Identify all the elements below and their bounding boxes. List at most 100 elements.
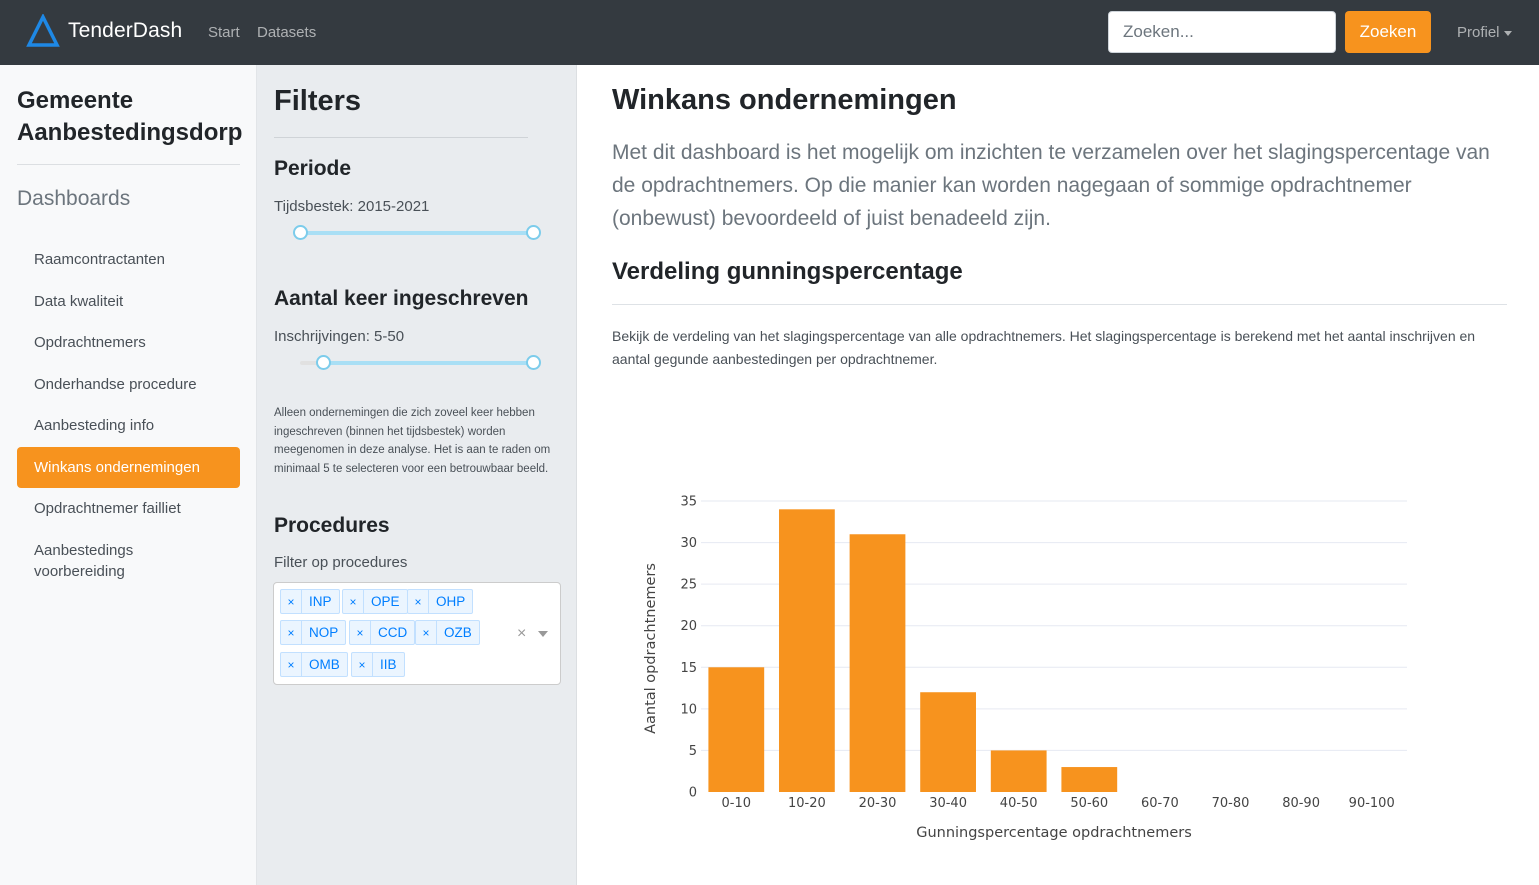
section-title: Verdeling gunningspercentage xyxy=(612,258,963,285)
tag-ozb: × OZB xyxy=(415,620,480,645)
tag-label: INP xyxy=(309,594,332,609)
x-tick-label: 70-80 xyxy=(1212,796,1250,811)
dashboard-nav: Raamcontractanten Data kwaliteit Opdrach… xyxy=(17,239,240,592)
y-tick-label: 0 xyxy=(689,786,697,801)
x-tick-label: 40-50 xyxy=(1000,796,1038,811)
tag-remove-icon[interactable]: × xyxy=(350,621,371,644)
tag-ccd: × CCD xyxy=(349,620,416,645)
sidebar-item-raamcontractanten[interactable]: Raamcontractanten xyxy=(34,251,165,268)
aantal-slider-max-handle[interactable] xyxy=(526,355,541,370)
tag-label: OHP xyxy=(436,594,466,609)
x-tick-label: 30-40 xyxy=(929,796,967,811)
y-tick-label: 25 xyxy=(680,578,697,593)
dashboards-heading: Dashboards xyxy=(17,187,131,210)
aantal-slider-min-handle[interactable] xyxy=(316,355,331,370)
histogram-chart: 0 5 10 15 20 25 30 35 0-10 10-20 20-30 30-40 40-50 50… xyxy=(643,495,1407,841)
bar xyxy=(920,692,976,792)
x-tick-label: 50-60 xyxy=(1070,796,1108,811)
search-button[interactable]: Zoeken xyxy=(1345,11,1431,53)
sidebar-item-winkans-ondernemingen[interactable]: Winkans ondernemingen xyxy=(17,446,240,488)
y-tick-label: 30 xyxy=(680,536,697,551)
nav-link-start[interactable]: Start xyxy=(208,24,240,41)
filters-panel: Filters Periode Tijdsbestek: 2015-2021 A… xyxy=(257,65,577,885)
y-tick-label: 15 xyxy=(680,661,697,676)
tag-remove-icon[interactable]: × xyxy=(352,653,373,676)
tag-omb: × OMB xyxy=(280,652,348,677)
periode-slider-track xyxy=(300,231,533,235)
aantal-title: Aantal keer ingeschreven xyxy=(274,287,529,310)
main-content: Winkans ondernemingen Met dit dashboard … xyxy=(577,65,1539,885)
x-axis-title: Gunningspercentage opdrachtnemers xyxy=(916,825,1192,841)
organization-title: Gemeente Aanbestedingsdorp xyxy=(17,87,243,146)
sidebar-item-aanbesteding-info[interactable]: Aanbesteding info xyxy=(34,417,155,434)
bar xyxy=(708,667,765,792)
tag-label: OPE xyxy=(371,594,400,609)
aantal-note: Alleen ondernemingen die zich zoveel kee… xyxy=(274,407,551,476)
tag-label: OMB xyxy=(309,657,340,672)
filters-title: Filters xyxy=(274,85,362,117)
periode-label: Tijdsbestek: 2015-2021 xyxy=(274,198,430,215)
sidebar: Gemeente Aanbestedingsdorp Dashboards Ra… xyxy=(0,65,257,885)
sidebar-item-opdrachtnemers[interactable]: Opdrachtnemers xyxy=(34,334,146,351)
sidebar-item-data-kwaliteit[interactable]: Data kwaliteit xyxy=(34,292,124,310)
dropdown-arrow-icon[interactable] xyxy=(538,631,548,637)
nav-link-datasets[interactable]: Datasets xyxy=(257,24,317,41)
periode-title: Periode xyxy=(274,157,352,180)
bar xyxy=(779,509,835,792)
periode-slider-min-handle[interactable] xyxy=(293,225,308,240)
x-tick-label: 20-30 xyxy=(859,796,897,811)
periode-slider-max-handle[interactable] xyxy=(526,225,541,240)
x-tick-label: 60-70 xyxy=(1141,796,1179,811)
aantal-slider-track xyxy=(323,361,533,365)
sidebar-item-opdrachtnemer-failliet[interactable]: Opdrachtnemer failliet xyxy=(34,500,181,517)
tag-remove-icon[interactable]: × xyxy=(408,590,429,613)
tag-label: IIB xyxy=(380,657,397,672)
triangle-logo-icon xyxy=(26,14,60,47)
caret-down-icon xyxy=(1503,30,1512,36)
search-input[interactable] xyxy=(1108,11,1336,53)
bar xyxy=(849,534,906,792)
tag-iib: × IIB xyxy=(351,652,405,677)
section-description: Bekijk de verdeling van het slagingsperc… xyxy=(612,328,1476,367)
aantal-label: Inschrijvingen: 5-50 xyxy=(274,328,405,345)
page-lead: Met dit dashboard is het mogelijk om inz… xyxy=(612,141,1490,230)
x-tick-label: 80-90 xyxy=(1282,796,1320,811)
periode-slider[interactable] xyxy=(293,224,541,244)
x-tick-label: 90-100 xyxy=(1349,796,1395,811)
page-title: Winkans ondernemingen xyxy=(612,84,957,116)
y-tick-label: 5 xyxy=(689,744,697,759)
sidebar-divider xyxy=(17,164,240,165)
tag-remove-icon[interactable]: × xyxy=(343,590,364,613)
aantal-slider-rail xyxy=(300,361,323,365)
procedures-label: Filter op procedures xyxy=(274,554,408,571)
sidebar-item-onderhandse-procedure[interactable]: Onderhandse procedure xyxy=(34,375,197,393)
tag-nop: × NOP xyxy=(280,620,347,645)
tag-remove-icon[interactable]: × xyxy=(281,653,302,676)
tag-remove-icon[interactable]: × xyxy=(281,590,302,613)
tag-remove-icon[interactable]: × xyxy=(416,621,437,644)
tag-label: CCD xyxy=(378,625,408,640)
tag-inp: × INP xyxy=(280,589,340,614)
section-divider xyxy=(612,304,1507,305)
procedures-multiselect[interactable]: × INP × OPE × OHP × NOP × CCD × OZB × OM… xyxy=(273,582,561,685)
brand-name: TenderDash xyxy=(68,19,183,42)
profile-dropdown[interactable]: Profiel xyxy=(1457,24,1512,41)
bar xyxy=(990,750,1047,792)
y-tick-label: 20 xyxy=(680,619,697,634)
clear-all-icon[interactable]: × xyxy=(517,625,527,642)
y-axis-title: Aantal opdrachtnemers xyxy=(643,563,659,734)
sidebar-item-aanbestedings-voorbereiding[interactable]: Aanbestedings voorbereiding xyxy=(34,541,134,580)
x-tick-label: 0-10 xyxy=(722,796,752,811)
navbar: TenderDash Start Datasets Zoeken Profiel xyxy=(0,0,1539,65)
filters-divider xyxy=(274,137,528,138)
brand[interactable]: TenderDash xyxy=(26,14,182,48)
bar xyxy=(1061,767,1118,792)
y-tick-label: 10 xyxy=(680,702,697,717)
tag-remove-icon[interactable]: × xyxy=(281,621,302,644)
aantal-slider[interactable] xyxy=(293,354,541,374)
tag-ope: × OPE xyxy=(342,589,408,614)
tag-ohp: × OHP xyxy=(407,589,474,614)
procedures-title: Procedures xyxy=(274,514,390,537)
profile-label: Profiel xyxy=(1457,24,1500,41)
tag-label: OZB xyxy=(444,625,472,640)
